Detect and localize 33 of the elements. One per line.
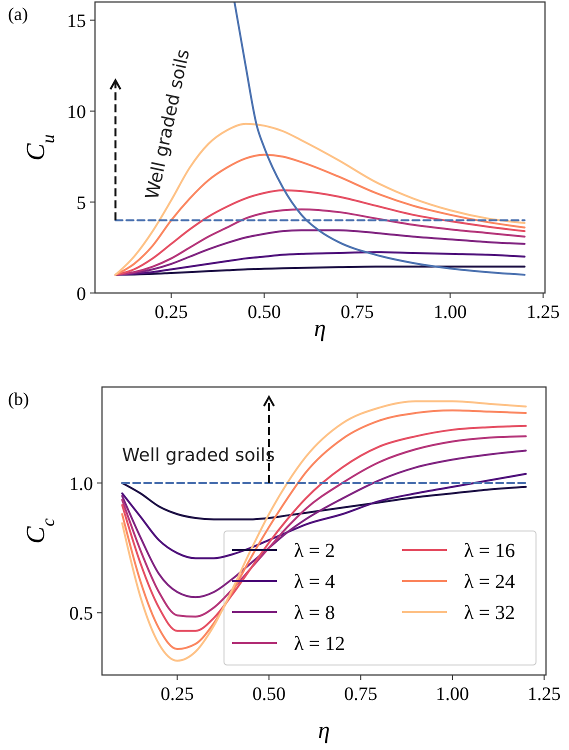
- x-tick-label: 0.25: [160, 684, 194, 705]
- x-tick-label: 0.25: [154, 302, 188, 323]
- chart-title: (a): [8, 4, 28, 24]
- annotation: Well graded soils: [142, 47, 194, 202]
- line-series: [114, 251, 526, 276]
- line-series: [114, 266, 526, 276]
- legend-label: λ = 12: [294, 633, 345, 655]
- x-tick-label: 1.25: [528, 684, 561, 705]
- x-tick-label: 1.00: [436, 684, 470, 705]
- y-tick-label: 5: [76, 193, 86, 214]
- x-tick-label: 0.50: [252, 684, 286, 705]
- y-tick-label: 10: [67, 102, 86, 124]
- annotation: Well graded soils: [122, 445, 275, 466]
- y-tick-label: 15: [67, 11, 86, 32]
- x-tick-label: 1.25: [526, 302, 560, 323]
- legend-label: λ = 4: [294, 571, 335, 593]
- line-series: [121, 482, 527, 520]
- legend-label: λ = 16: [464, 540, 515, 562]
- legend-label: λ = 8: [294, 602, 335, 624]
- legend-label: λ = 24: [464, 571, 515, 593]
- legend-label: λ = 2: [294, 540, 335, 562]
- y-tick-label: 0: [76, 284, 86, 305]
- x-tick-label: 1.00: [434, 302, 467, 323]
- x-axis-title: η: [318, 718, 330, 744]
- y-tick-label: 0.5: [69, 604, 93, 625]
- x-axis-title: η: [314, 316, 326, 342]
- chart-title: (b): [8, 389, 29, 409]
- legend-label: λ = 32: [464, 602, 515, 624]
- x-tick-label: 0.50: [248, 302, 281, 323]
- line-series: [121, 472, 527, 560]
- y-tick-label: 1.0: [69, 474, 93, 495]
- x-tick-label: 0.75: [344, 684, 378, 705]
- x-tick-label: 0.75: [340, 302, 374, 323]
